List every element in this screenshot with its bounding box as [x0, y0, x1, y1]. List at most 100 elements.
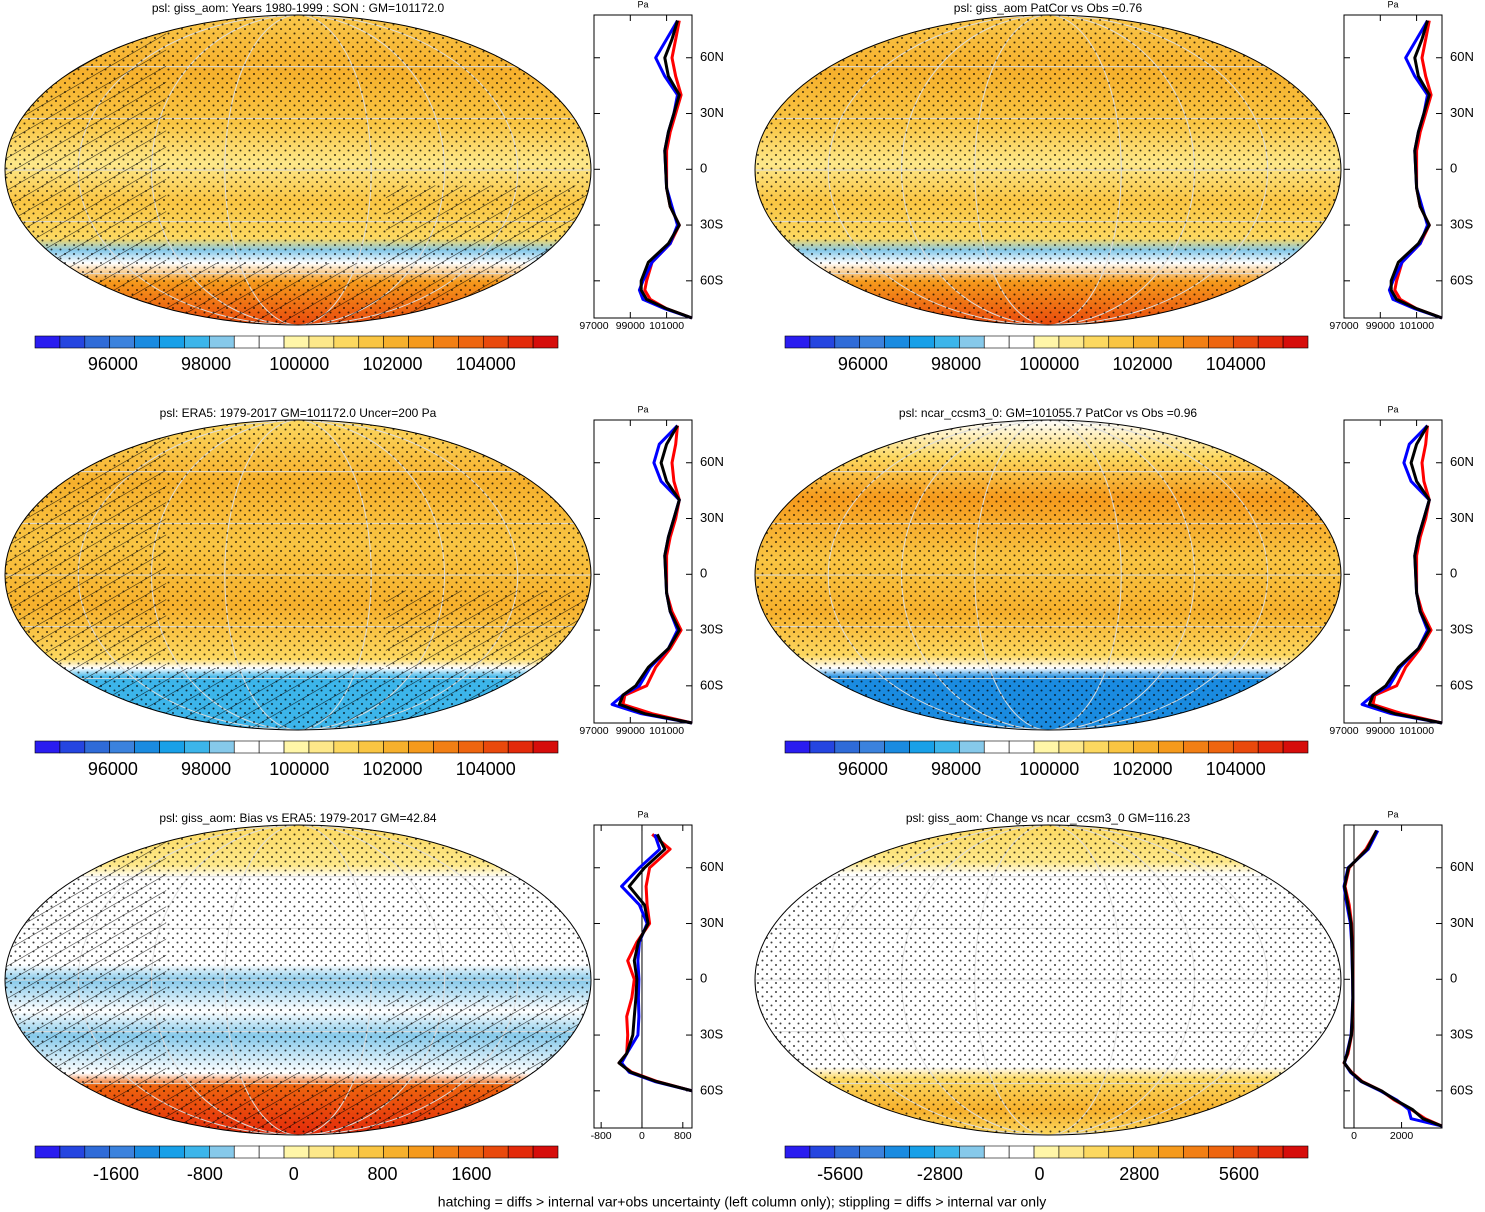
colorbar-box — [507, 1145, 534, 1159]
x-tick-label: 0 — [639, 1130, 645, 1142]
colorbar-label: 96000 — [88, 354, 138, 374]
colorbar-box — [1083, 1145, 1110, 1159]
profile-line — [1360, 424, 1443, 725]
colorbar-label: 96000 — [838, 759, 888, 779]
colorbar-box — [1257, 1145, 1284, 1159]
colorbar-box — [84, 740, 111, 754]
colorbar-box — [884, 335, 910, 349]
profile-line — [1389, 20, 1443, 320]
x-tick-label: 97000 — [1329, 725, 1358, 737]
x-axis-label: Pa — [1387, 809, 1398, 819]
colorbar-box — [209, 740, 235, 754]
colorbar-box — [1158, 1145, 1184, 1159]
colorbar-box — [1108, 1145, 1134, 1159]
footer-note: hatching = diffs > internal var+obs unce… — [438, 1194, 1046, 1210]
colorbar-box — [1158, 740, 1184, 754]
colorbar-box — [532, 740, 559, 754]
profile-line — [617, 424, 693, 725]
colorbar-box — [1133, 740, 1159, 754]
colorbar-box — [1033, 335, 1060, 349]
map-border — [4, 824, 592, 1136]
colorbar-box — [1008, 740, 1035, 754]
colorbar-box — [408, 1145, 434, 1159]
colorbar-box — [834, 1145, 861, 1159]
colorbar-box — [1133, 335, 1159, 349]
stippling — [755, 15, 1341, 325]
colorbar-label: 1600 — [451, 1164, 491, 1184]
x-tick-label: 800 — [674, 1130, 692, 1142]
colorbar-box — [458, 335, 484, 349]
profile-line — [617, 833, 693, 1093]
colorbar-box — [358, 1145, 384, 1159]
profile-line — [610, 424, 693, 725]
map — [755, 420, 1341, 730]
stippling — [755, 825, 1341, 1135]
map-border — [4, 14, 592, 326]
colorbar-box — [84, 1145, 111, 1159]
colorbar-box — [34, 335, 61, 349]
colorbar-box — [1133, 1145, 1159, 1159]
colorbar-label: 104000 — [1206, 354, 1266, 374]
colorbar-box — [1282, 335, 1309, 349]
colorbar-box — [884, 1145, 910, 1159]
y-tick-label: 60N — [700, 49, 724, 64]
colorbar-label: 98000 — [181, 354, 231, 374]
colorbar-box — [159, 1145, 185, 1159]
map-title: psl: giss_aom: Years 1980-1999 : SON : G… — [152, 1, 445, 15]
colorbar-box — [184, 335, 210, 349]
colorbar-label: 2800 — [1119, 1164, 1159, 1184]
colorbar-box — [333, 740, 360, 754]
map-title: psl: ERA5: 1979-2017 GM=101172.0 Uncer=2… — [160, 406, 437, 420]
colorbar-box — [209, 335, 235, 349]
colorbar-box — [109, 335, 135, 349]
colorbar-label: 104000 — [456, 354, 516, 374]
colorbar-label: 0 — [1035, 1164, 1045, 1184]
y-tick-label: 60S — [1450, 677, 1473, 692]
colorbar-label: 104000 — [456, 759, 516, 779]
y-tick-label: 30N — [1450, 915, 1474, 930]
colorbar-box — [134, 1145, 160, 1159]
colorbar-label: 100000 — [269, 354, 329, 374]
colorbar-box — [834, 740, 861, 754]
colorbar-label: 100000 — [269, 759, 329, 779]
colorbar-box — [1158, 335, 1184, 349]
y-tick-label: 60N — [1450, 859, 1474, 874]
colorbar-box — [408, 740, 434, 754]
profile-frame — [593, 419, 693, 724]
hatching — [5, 825, 591, 1135]
profile-line — [1342, 829, 1443, 1128]
y-tick-label: 60N — [1450, 49, 1474, 64]
colorbar-box — [433, 335, 459, 349]
colorbar-label: -2800 — [917, 1164, 963, 1184]
profile-line — [1342, 829, 1443, 1128]
x-axis-label: Pa — [1387, 0, 1398, 9]
hatching — [5, 420, 591, 730]
colorbar-box — [458, 1145, 484, 1159]
colorbar-box — [934, 740, 960, 754]
colorbar-label: 5600 — [1219, 1164, 1259, 1184]
colorbar-box — [784, 335, 811, 349]
colorbar-box — [1232, 740, 1259, 754]
colorbar-box — [59, 335, 86, 349]
colorbar-box — [909, 335, 935, 349]
colorbar-box — [959, 1145, 985, 1159]
y-tick-label: 60S — [700, 272, 723, 287]
x-tick-label: 101000 — [649, 725, 684, 737]
x-tick-label: 101000 — [1399, 725, 1434, 737]
colorbar-label: 102000 — [362, 354, 422, 374]
colorbar-box — [84, 335, 111, 349]
colorbar-box — [1058, 740, 1085, 754]
colorbar-box — [1008, 335, 1035, 349]
colorbar-box — [159, 740, 185, 754]
colorbar-box — [1058, 1145, 1085, 1159]
profile-line — [639, 20, 693, 320]
profile-line — [643, 20, 693, 320]
hatching — [5, 15, 591, 325]
colorbar-box — [1183, 1145, 1209, 1159]
colorbar-box — [859, 1145, 885, 1159]
map — [755, 825, 1341, 1135]
colorbar-box — [1008, 1145, 1035, 1159]
map — [5, 825, 591, 1135]
x-tick-label: 101000 — [1399, 320, 1434, 332]
